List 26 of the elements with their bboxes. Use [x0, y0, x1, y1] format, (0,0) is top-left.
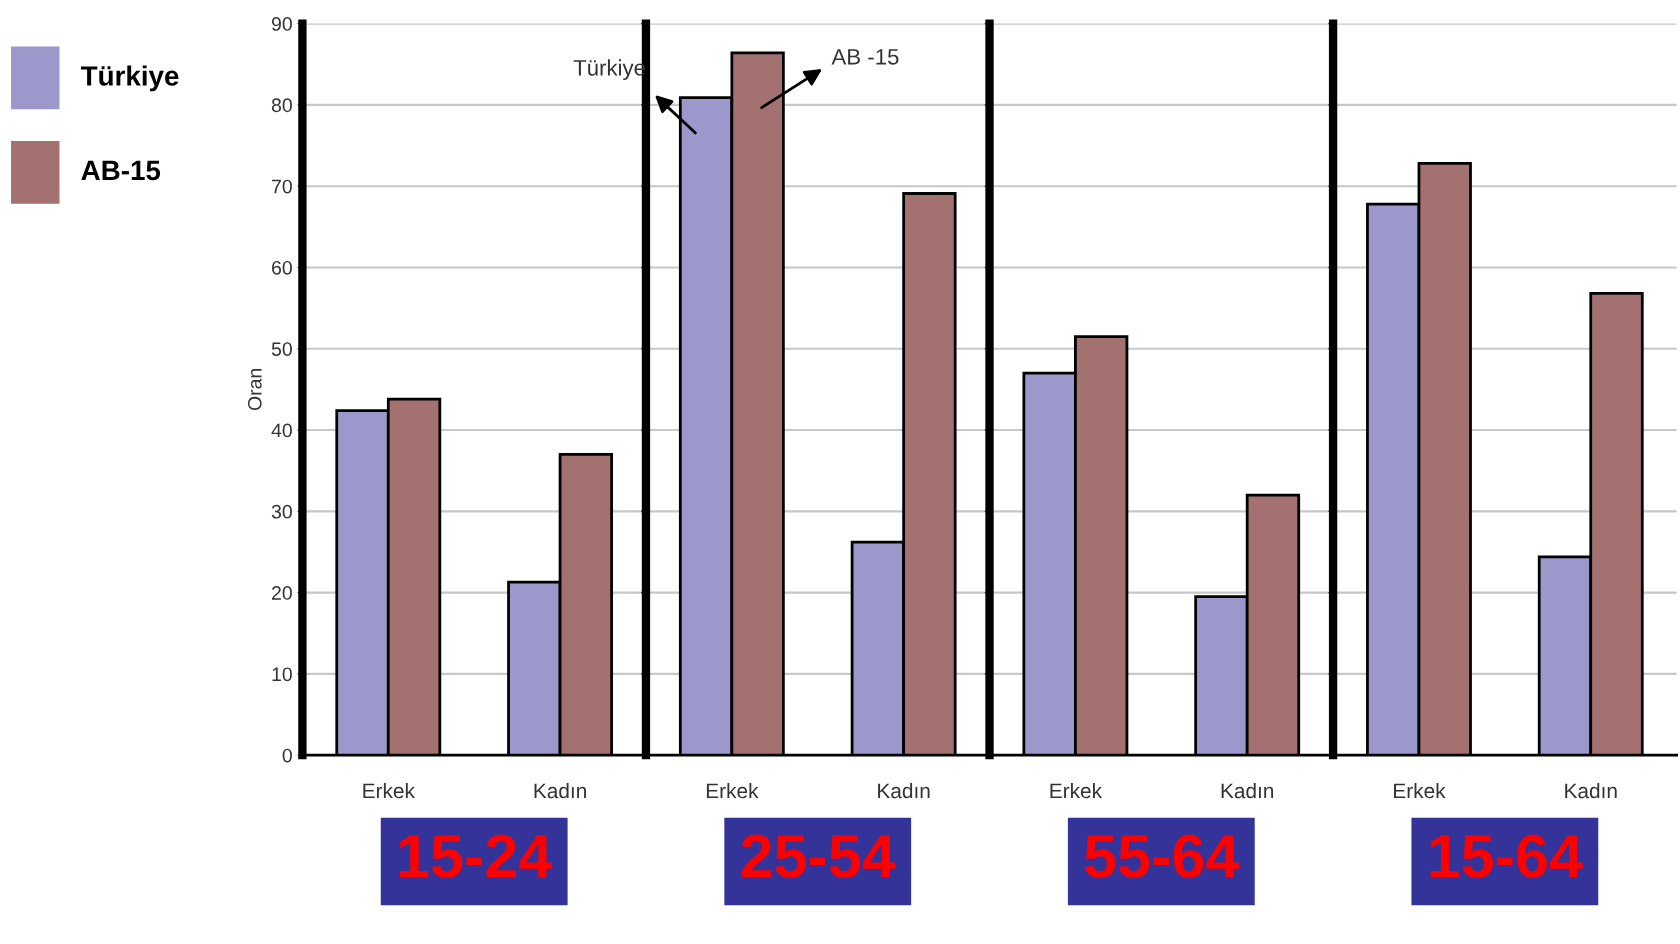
legend-label: AB-15	[81, 160, 161, 181]
y-tick-label: 80	[271, 98, 292, 113]
x-tick-label: Erkek	[706, 782, 759, 799]
x-tick-label: Erkek	[1394, 782, 1446, 799]
legend-label: Türkiye	[80, 65, 179, 92]
y-tick-label: 70	[272, 179, 292, 194]
y-tick-label: 30	[271, 504, 292, 519]
y-axis-title: Oran	[247, 369, 262, 411]
y-tick-label: 40	[271, 423, 292, 438]
x-tick-label: Erkek	[1050, 782, 1103, 799]
y-tick-label: 20	[272, 586, 292, 600]
x-axis-title: 15-24	[399, 834, 553, 878]
x-tick-label: Erkek	[363, 782, 415, 799]
x-tick-label: Kadın	[1565, 782, 1617, 799]
y-tick-label: 0	[282, 748, 292, 763]
x-axis-title: 25-54	[741, 834, 896, 878]
y-tick-label: 10	[272, 667, 292, 682]
y-tick-label: 60	[272, 260, 292, 275]
x-tick-label: Kadın	[534, 782, 586, 799]
annotation: AB -15	[831, 49, 899, 65]
x-tick-label: Kadın	[1221, 782, 1274, 799]
y-tick-label: 50	[271, 342, 292, 356]
x-axis-title: 55-64	[1085, 834, 1240, 878]
x-tick-label: Kadın	[878, 782, 930, 799]
x-axis-title: 15-64	[1430, 834, 1583, 878]
y-tick-label: 90	[271, 17, 292, 31]
